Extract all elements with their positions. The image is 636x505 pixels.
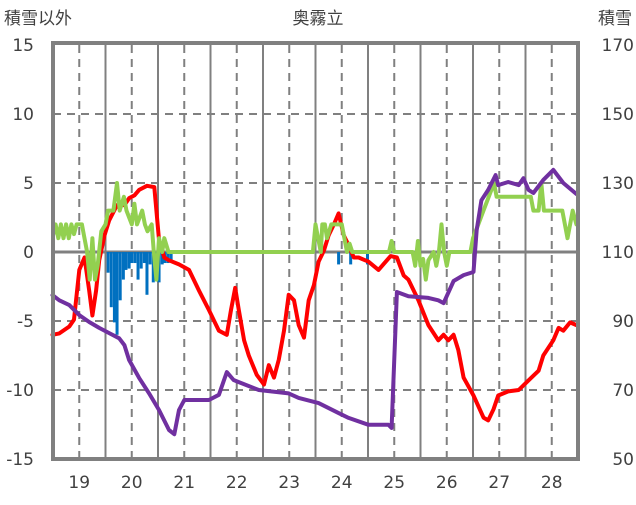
bar-19.78 (118, 252, 122, 301)
x-tick-label: 19 (68, 473, 90, 493)
y-right-tick-label: 130 (602, 174, 634, 194)
y-right-tick-label: 90 (612, 312, 634, 332)
bar-20 (130, 252, 134, 264)
bar-20.75 (169, 252, 173, 261)
y-left-tick-label: -10 (6, 381, 34, 401)
bar-23.94 (337, 252, 341, 265)
y-right-tick-label: 150 (602, 105, 634, 125)
y-left-tick-label: 0 (23, 243, 34, 263)
bar-20.35 (148, 252, 152, 265)
bar-19.72 (115, 252, 119, 335)
bar-20.58 (160, 252, 164, 265)
y-right-tick-label: 50 (612, 450, 634, 470)
y-left-tick-label: 5 (23, 174, 34, 194)
right-axis-title: 積雪 (598, 9, 632, 29)
bar-24.49 (365, 252, 369, 265)
bar-19.67 (112, 252, 116, 323)
bar-20.12 (136, 252, 140, 280)
plot-border (51, 41, 580, 461)
left-axis-title: 積雪以外 (4, 9, 72, 29)
bar-24.17 (349, 252, 353, 265)
x-tick-label: 22 (226, 473, 248, 493)
y-right-tick-label: 110 (602, 243, 634, 263)
y-left-tick-label: -15 (6, 450, 34, 470)
x-tick-label: 21 (173, 473, 195, 493)
chart-title: 奥霧立 (293, 9, 344, 29)
x-tick-label: 25 (383, 473, 405, 493)
tick-labels: 19 20 21 22 23 24 25 26 27 28151050-5-10-15170150… (6, 36, 634, 493)
bar-20.29 (145, 252, 149, 295)
x-tick-label: 23 (278, 473, 300, 493)
bar-19.84 (121, 252, 125, 280)
bar-19.55 (106, 252, 110, 273)
bar-20.18 (139, 252, 143, 269)
bar-19.89 (124, 252, 128, 270)
green-line (51, 181, 579, 282)
y-right-tick-label: 170 (602, 36, 634, 56)
x-tick-label: 28 (541, 473, 563, 493)
bar-20.24 (142, 252, 146, 264)
purple-line (50, 167, 579, 437)
y-left-tick-label: -5 (17, 312, 34, 332)
y-left-tick-label: 15 (12, 36, 34, 56)
bar-20.06 (133, 252, 137, 264)
red-line (50, 183, 579, 423)
bar-19.61 (109, 252, 113, 308)
y-right-tick-label: 70 (612, 381, 634, 401)
x-tick-label: 26 (436, 473, 458, 493)
line-series (50, 167, 579, 437)
x-tick-label: 20 (121, 473, 143, 493)
x-tick-label: 24 (331, 473, 353, 493)
y-left-tick-label: 10 (12, 105, 34, 125)
plot-frame (51, 41, 580, 461)
bar-19.95 (127, 252, 131, 269)
x-tick-label: 27 (488, 473, 510, 493)
